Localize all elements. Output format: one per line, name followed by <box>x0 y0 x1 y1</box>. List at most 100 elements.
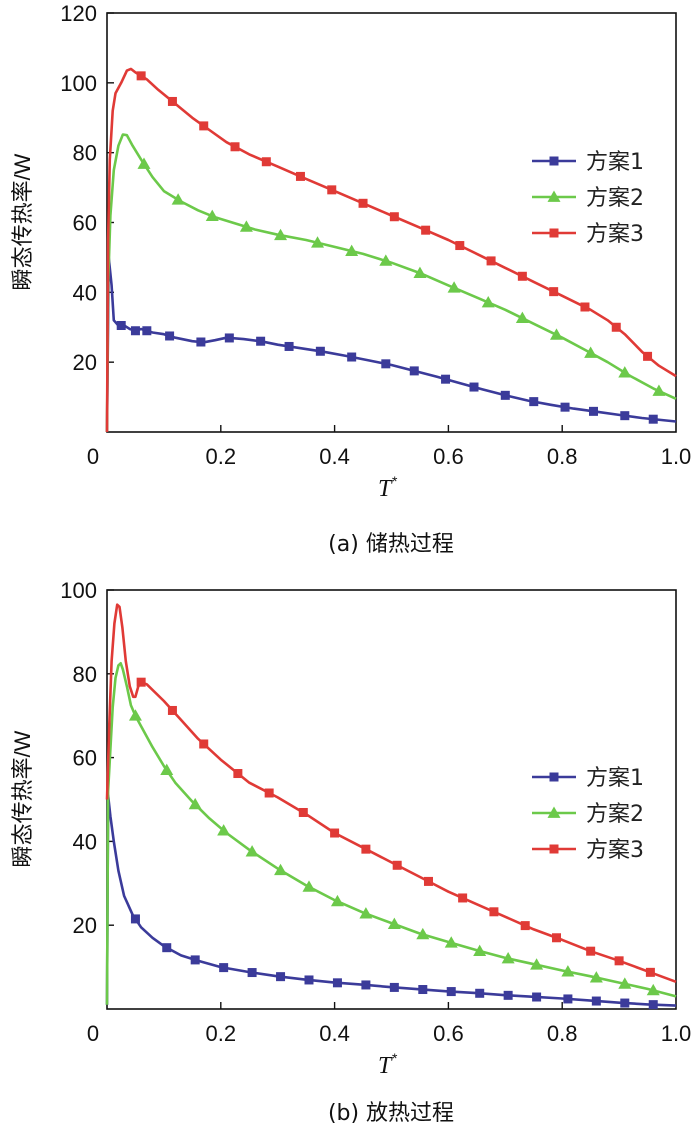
chart-b-series-2-point <box>646 983 660 996</box>
chart-b-legend-label-3: 方案3 <box>586 838 644 863</box>
chart-b-xlabel-sup: * <box>391 1050 397 1066</box>
chart-b-legend-label-1: 方案1 <box>586 766 644 791</box>
chart-a-series-3-point <box>517 271 527 281</box>
chart-a-xtick-label: 0.2 <box>206 444 237 469</box>
chart-b-series-3-point <box>489 907 499 917</box>
chart-b-series-1-point <box>361 980 371 990</box>
chart-b-series-3-point <box>392 860 402 870</box>
chart-a-series-3-point <box>455 241 465 251</box>
chart-a-series-1-point <box>165 331 175 341</box>
chart-b-series-2-point <box>160 763 174 776</box>
chart-a-xlabel-sup: * <box>391 473 397 489</box>
chart-b-series-line-3 <box>105 603 677 984</box>
chart-b-ylabel: 瞬态传热率/W <box>10 730 35 867</box>
chart-a-series-1-point <box>196 337 206 347</box>
chart-b-series-1-point <box>563 994 573 1004</box>
chart-b-xticks: 0 0.2 0.4 0.6 0.8 1.0 <box>87 1002 691 1046</box>
chart-a-xtick-label: 0.6 <box>433 444 464 469</box>
chart-b-series-2-point <box>589 971 603 983</box>
chart-b-series-1-point <box>475 988 485 998</box>
chart-a-series-1-point <box>142 326 152 336</box>
chart-a-legend-label-3: 方案3 <box>586 222 644 247</box>
chart-a-series-2-point <box>379 254 393 266</box>
chart-b-xlabel-main: T <box>378 1053 393 1079</box>
chart-a-ytick-label: 80 <box>73 141 97 166</box>
chart-a-series-1-point <box>347 352 357 362</box>
chart-b-series-2-point <box>387 917 401 930</box>
chart-b-series-1-point <box>620 998 630 1008</box>
chart-b-series-3-point <box>264 788 274 798</box>
chart-b-series-2-point <box>330 894 344 907</box>
chart-a-series-3-point <box>611 322 621 332</box>
chart-a-xtick-label: 0 <box>87 444 99 469</box>
chart-b-series-2-point <box>359 907 373 919</box>
chart-a-series-1-point <box>224 333 234 343</box>
chart-b-series-3-point <box>586 946 596 956</box>
chart-a-legend: 方案1 方案2 方案3 <box>532 150 644 247</box>
chart-b-series-1-point <box>219 963 229 973</box>
chart-b-series-2-point <box>245 845 259 857</box>
chart-a-ylabel: 瞬态传热率/W <box>10 153 35 290</box>
chart-a-series-1-point <box>469 382 479 392</box>
chart-a-ytick-label: 100 <box>60 71 97 96</box>
chart-a-xlabel-main: T <box>378 476 393 502</box>
chart-a-ytick-label: 120 <box>60 1 97 26</box>
chart-b-xlabel: T* <box>378 1050 397 1079</box>
chart-b-series-1-point <box>591 996 601 1006</box>
chart-b-yticks: 20 40 60 80 100 <box>60 578 114 938</box>
chart-a-legend-label-1: 方案1 <box>586 150 644 175</box>
chart-b-series-1-point <box>648 1000 658 1010</box>
chart-a-series-3-point <box>295 171 305 181</box>
chart-a-series-2-point <box>171 193 185 205</box>
chart-a-series-3-point <box>486 256 496 266</box>
chart-b-series-1-point <box>162 943 172 953</box>
chart-a-series-3-point <box>261 157 271 167</box>
chart-b-ytick-label: 40 <box>73 829 97 854</box>
chart-a-series-2-point <box>413 266 427 279</box>
chart-a-series-1-point <box>256 336 266 346</box>
chart-a-series-2-point <box>652 384 666 396</box>
chart-b-series-line-2 <box>105 662 677 1005</box>
chart-a-series-3-point <box>358 198 368 208</box>
chart-a-xlabel: T* <box>378 473 397 502</box>
chart-b-series-3-point <box>233 769 243 779</box>
chart-b-series-1-point <box>389 982 399 992</box>
chart-b-series-2-point <box>444 936 458 948</box>
chart-b-series-1-point <box>446 987 456 997</box>
chart-b-series-2-point <box>274 863 288 876</box>
chart-a-legend-marker-1 <box>549 156 559 166</box>
chart-a-legend-marker-2 <box>547 190 561 202</box>
chart-b-series-1-point <box>130 914 140 924</box>
chart-a-series-3-point <box>327 185 337 195</box>
chart-b-frame <box>106 589 677 1010</box>
chart-b-legend-marker-1 <box>549 772 559 782</box>
chart-a-series-3-point <box>421 225 431 235</box>
chart-a-xtick-label: 0.8 <box>547 444 578 469</box>
chart-a-legend-label-2: 方案2 <box>586 186 644 211</box>
chart-a-series-3-point <box>643 351 653 361</box>
chart-b-series-3-point <box>614 956 624 966</box>
chart-b-legend-marker-3 <box>549 844 559 854</box>
chart-b-series-2-point <box>217 824 231 836</box>
chart-a-series-2-point <box>618 366 632 378</box>
chart-a-series-3-point <box>389 212 399 222</box>
chart-a-series-1-point <box>409 366 419 376</box>
chart-b-series-2-point <box>128 709 142 721</box>
chart-a-series-1-point <box>560 402 570 412</box>
chart-a-series-2-point <box>345 244 359 257</box>
chart-a-series-1-point <box>441 374 451 384</box>
chart-b-series-3-point <box>167 705 177 715</box>
chart-b-series-3-point <box>199 739 209 749</box>
chart-b-series-1-point <box>418 985 428 995</box>
chart-b-series-2-point <box>416 927 430 940</box>
chart-b-legend-marker-2 <box>547 806 561 818</box>
chart-a-series-3-point <box>549 287 559 297</box>
chart-b-ytick-label: 80 <box>73 662 97 687</box>
chart-b: 瞬态传热率/W T* (b) 放热过程 0 0.2 0.4 0.6 0.8 1.0 20 4… <box>10 578 691 1126</box>
chart-a-series-2-point <box>447 281 461 293</box>
chart-b-series-3-point <box>330 828 340 838</box>
chart-a-series-1-point <box>588 406 598 416</box>
chart-b-caption: (b) 放热过程 <box>328 1101 454 1126</box>
chart-a-caption: (a) 储热过程 <box>328 532 454 557</box>
chart-b-series-3-point <box>361 844 371 854</box>
